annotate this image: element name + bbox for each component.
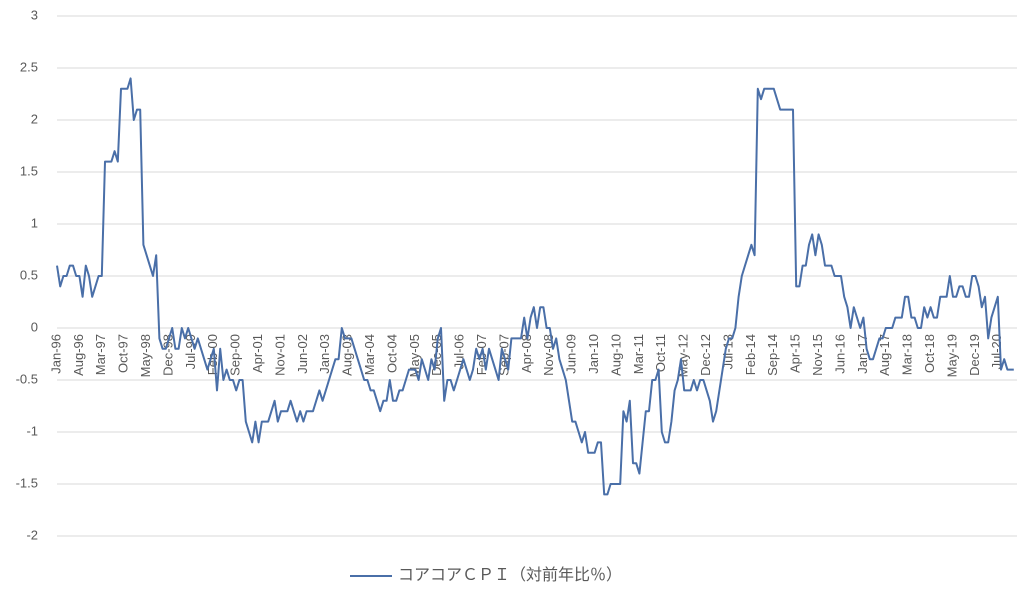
x-tick-label: Oct-18 bbox=[922, 334, 937, 373]
y-tick-label: 0.5 bbox=[20, 267, 38, 282]
x-tick-label: Oct-97 bbox=[116, 334, 131, 373]
x-tick-label: Sep-00 bbox=[228, 334, 243, 376]
y-tick-label: 1 bbox=[31, 215, 38, 230]
x-tick-label: Nov-01 bbox=[272, 334, 287, 376]
x-tick-label: Jun-09 bbox=[564, 334, 579, 374]
x-tick-label: May-98 bbox=[138, 334, 153, 377]
x-tick-label: Jun-02 bbox=[295, 334, 310, 374]
y-tick-label: -0.5 bbox=[16, 371, 38, 386]
y-tick-label: 2 bbox=[31, 111, 38, 126]
x-tick-label: May-05 bbox=[407, 334, 422, 377]
y-tick-label: -1 bbox=[26, 423, 38, 438]
x-tick-label: Mar-18 bbox=[900, 334, 915, 375]
y-tick-label: -2 bbox=[26, 527, 38, 542]
x-tick-label: Nov-15 bbox=[810, 334, 825, 376]
y-tick-label: 0 bbox=[31, 319, 38, 334]
x-tick-label: Jun-16 bbox=[832, 334, 847, 374]
y-tick-label: 1.5 bbox=[20, 163, 38, 178]
legend-label: コアコアＣＰＩ（対前年比％） bbox=[398, 566, 622, 584]
x-tick-label: Dec-98 bbox=[160, 334, 175, 376]
y-tick-label: -1.5 bbox=[16, 475, 38, 490]
data-line bbox=[56, 77, 1014, 496]
x-tick-label: Mar-11 bbox=[631, 334, 646, 374]
x-tick-label: Apr-01 bbox=[250, 334, 265, 373]
x-tick-label: Nov-08 bbox=[541, 334, 556, 376]
x-tick-label: Dec-19 bbox=[967, 334, 982, 376]
x-tick-label: Jan-96 bbox=[48, 334, 63, 374]
x-tick-label: Aug-03 bbox=[340, 334, 355, 376]
x-tick-label: Aug-17 bbox=[877, 334, 892, 376]
x-tick-label: Jan-03 bbox=[317, 334, 332, 374]
x-tick-label: May-19 bbox=[944, 334, 959, 377]
y-tick-label: 2.5 bbox=[20, 59, 38, 74]
x-tick-label: Apr-15 bbox=[788, 334, 803, 373]
x-tick-label: Feb-14 bbox=[743, 334, 758, 375]
x-tick-label: Oct-11 bbox=[653, 334, 668, 372]
x-tick-label: Mar-04 bbox=[362, 334, 377, 375]
x-tick-label: Oct-04 bbox=[384, 334, 399, 373]
y-tick-label: 3 bbox=[31, 7, 38, 22]
x-tick-label: Apr-08 bbox=[519, 334, 534, 373]
x-tick-label: Sep-14 bbox=[765, 334, 780, 376]
x-tick-label: Aug-96 bbox=[71, 334, 86, 376]
x-tick-label: Dec-12 bbox=[698, 334, 713, 376]
x-tick-label: Aug-10 bbox=[608, 334, 623, 376]
x-tick-label: Mar-97 bbox=[93, 334, 108, 375]
x-tick-label: Jan-10 bbox=[586, 334, 601, 374]
x-tick-label: Jul-99 bbox=[183, 334, 198, 369]
